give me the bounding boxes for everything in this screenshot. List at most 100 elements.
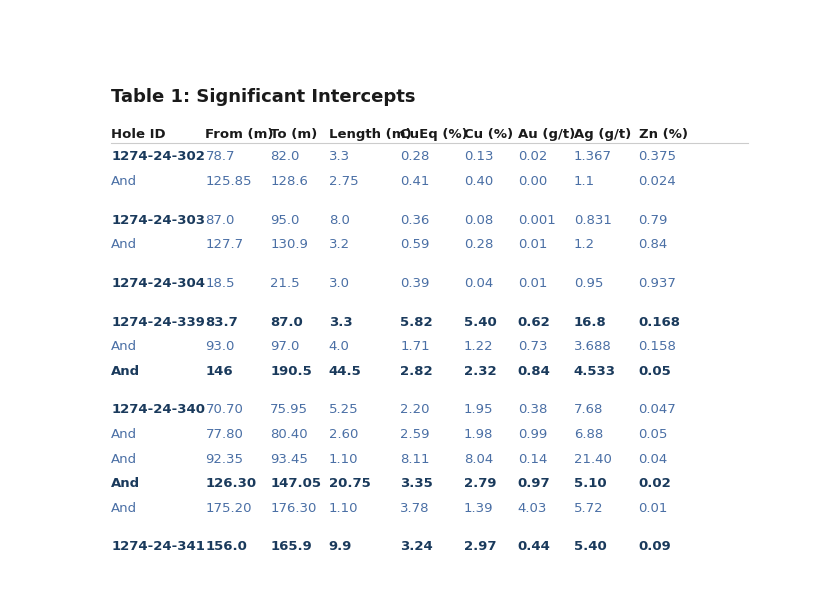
Text: 5.40: 5.40 [574, 541, 607, 554]
Text: Ag (g/t): Ag (g/t) [574, 128, 631, 141]
Text: 3.3: 3.3 [328, 316, 353, 329]
Text: 1.39: 1.39 [464, 501, 494, 515]
Text: 0.41: 0.41 [401, 175, 430, 188]
Text: 0.99: 0.99 [518, 428, 547, 441]
Text: 0.375: 0.375 [639, 151, 676, 164]
Text: 0.14: 0.14 [518, 452, 547, 466]
Text: 3.0: 3.0 [328, 277, 349, 290]
Text: Hole ID: Hole ID [111, 128, 166, 141]
Text: 3.24: 3.24 [401, 541, 433, 554]
Text: 0.05: 0.05 [639, 365, 671, 378]
Text: 0.62: 0.62 [518, 316, 551, 329]
Text: 0.05: 0.05 [639, 428, 668, 441]
Text: 3.2: 3.2 [328, 238, 350, 251]
Text: 0.97: 0.97 [518, 477, 551, 490]
Text: 125.85: 125.85 [205, 175, 252, 188]
Text: 0.024: 0.024 [639, 175, 676, 188]
Text: 87.0: 87.0 [205, 214, 235, 227]
Text: From (m): From (m) [205, 128, 274, 141]
Text: 1274-24-341: 1274-24-341 [111, 541, 205, 554]
Text: 4.0: 4.0 [328, 340, 349, 353]
Text: Zn (%): Zn (%) [639, 128, 688, 141]
Text: 0.158: 0.158 [639, 340, 676, 353]
Text: 1274-24-340: 1274-24-340 [111, 403, 205, 416]
Text: 0.84: 0.84 [518, 365, 551, 378]
Text: 1.22: 1.22 [464, 340, 494, 353]
Text: 0.09: 0.09 [639, 541, 671, 554]
Text: 1.367: 1.367 [574, 151, 612, 164]
Text: 1.71: 1.71 [401, 340, 430, 353]
Text: 1.1: 1.1 [574, 175, 595, 188]
Text: 9.9: 9.9 [328, 541, 352, 554]
Text: 0.79: 0.79 [639, 214, 668, 227]
Text: 93.45: 93.45 [271, 452, 308, 466]
Text: 2.32: 2.32 [464, 365, 497, 378]
Text: 0.168: 0.168 [639, 316, 680, 329]
Text: 0.44: 0.44 [518, 541, 551, 554]
Text: 128.6: 128.6 [271, 175, 308, 188]
Text: Table 1: Significant Intercepts: Table 1: Significant Intercepts [111, 88, 416, 105]
Text: Au (g/t): Au (g/t) [518, 128, 575, 141]
Text: 0.40: 0.40 [464, 175, 493, 188]
Text: 2.79: 2.79 [464, 477, 496, 490]
Text: 1.98: 1.98 [464, 428, 494, 441]
Text: 1274-24-302: 1274-24-302 [111, 151, 205, 164]
Text: 3.35: 3.35 [401, 477, 433, 490]
Text: 93.0: 93.0 [205, 340, 235, 353]
Text: 0.08: 0.08 [464, 214, 493, 227]
Text: To (m): To (m) [271, 128, 318, 141]
Text: And: And [111, 365, 141, 378]
Text: 1274-24-304: 1274-24-304 [111, 277, 205, 290]
Text: And: And [111, 175, 137, 188]
Text: 3.3: 3.3 [328, 151, 350, 164]
Text: 0.28: 0.28 [401, 151, 430, 164]
Text: 0.13: 0.13 [464, 151, 494, 164]
Text: 0.047: 0.047 [639, 403, 676, 416]
Text: 0.38: 0.38 [518, 403, 547, 416]
Text: 8.11: 8.11 [401, 452, 430, 466]
Text: 190.5: 190.5 [271, 365, 312, 378]
Text: 1274-24-303: 1274-24-303 [111, 214, 205, 227]
Text: And: And [111, 428, 137, 441]
Text: 175.20: 175.20 [205, 501, 252, 515]
Text: 75.95: 75.95 [271, 403, 308, 416]
Text: 147.05: 147.05 [271, 477, 321, 490]
Text: 82.0: 82.0 [271, 151, 300, 164]
Text: 0.73: 0.73 [518, 340, 547, 353]
Text: 0.39: 0.39 [401, 277, 430, 290]
Text: 0.00: 0.00 [518, 175, 547, 188]
Text: 8.0: 8.0 [328, 214, 349, 227]
Text: 95.0: 95.0 [271, 214, 300, 227]
Text: CuEq (%): CuEq (%) [401, 128, 468, 141]
Text: 77.80: 77.80 [205, 428, 243, 441]
Text: 20.75: 20.75 [328, 477, 370, 490]
Text: 0.04: 0.04 [464, 277, 493, 290]
Text: 6.88: 6.88 [574, 428, 603, 441]
Text: 0.01: 0.01 [639, 501, 668, 515]
Text: 156.0: 156.0 [205, 541, 247, 554]
Text: 1.10: 1.10 [328, 501, 359, 515]
Text: 1274-24-339: 1274-24-339 [111, 316, 205, 329]
Text: 3.78: 3.78 [401, 501, 430, 515]
Text: 126.30: 126.30 [205, 477, 256, 490]
Text: 146: 146 [205, 365, 233, 378]
Text: 2.60: 2.60 [328, 428, 358, 441]
Text: 2.59: 2.59 [401, 428, 430, 441]
Text: And: And [111, 477, 141, 490]
Text: Cu (%): Cu (%) [464, 128, 513, 141]
Text: 97.0: 97.0 [271, 340, 300, 353]
Text: 80.40: 80.40 [271, 428, 308, 441]
Text: 1.95: 1.95 [464, 403, 494, 416]
Text: 0.84: 0.84 [639, 238, 668, 251]
Text: 87.0: 87.0 [271, 316, 303, 329]
Text: And: And [111, 501, 137, 515]
Text: 176.30: 176.30 [271, 501, 317, 515]
Text: And: And [111, 452, 137, 466]
Text: And: And [111, 340, 137, 353]
Text: 0.937: 0.937 [639, 277, 676, 290]
Text: 2.82: 2.82 [401, 365, 433, 378]
Text: And: And [111, 238, 137, 251]
Text: 70.70: 70.70 [205, 403, 243, 416]
Text: 1.2: 1.2 [574, 238, 595, 251]
Text: 21.5: 21.5 [271, 277, 300, 290]
